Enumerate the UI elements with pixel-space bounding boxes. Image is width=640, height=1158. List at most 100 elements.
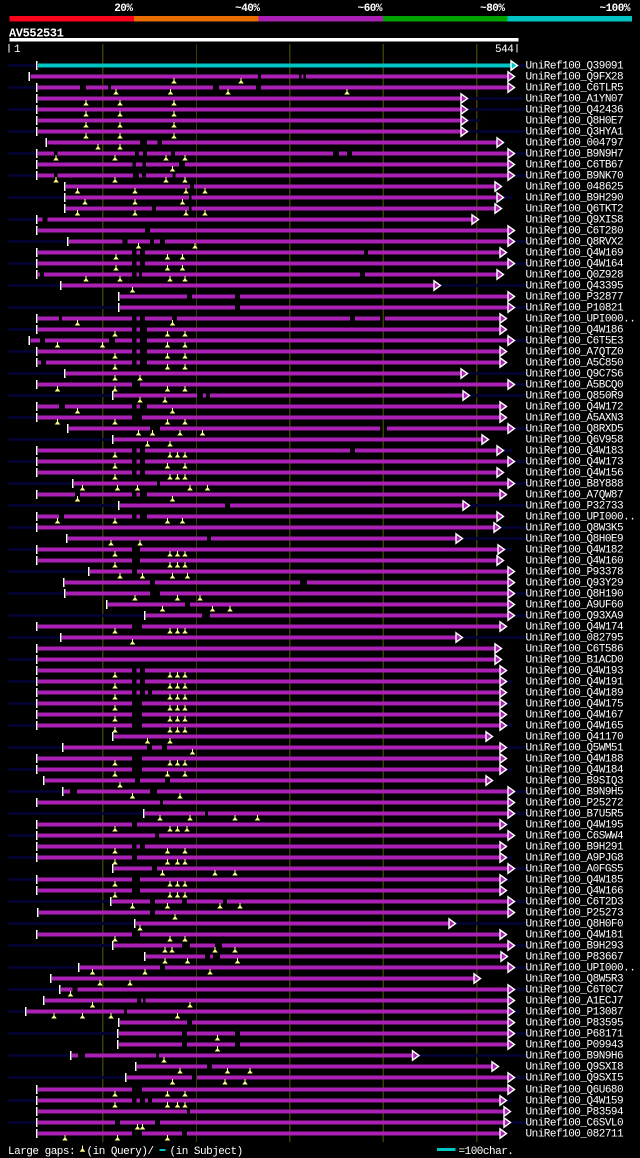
svg-text:UniRef100_A5C850: UniRef100_A5C850 [526,358,624,370]
svg-text:UniRef100_P25273: UniRef100_P25273 [526,908,624,920]
svg-text:UniRef100_Q4W166: UniRef100_Q4W166 [526,886,624,898]
svg-text:UniRef100_P83667: UniRef100_P83667 [526,952,624,964]
svg-text:UniRef100_Q4W175: UniRef100_Q4W175 [526,699,624,711]
svg-text:UniRef100_A5AXN3: UniRef100_A5AXN3 [526,413,624,425]
svg-text:UniRef100_Q4W188: UniRef100_Q4W188 [526,754,624,766]
svg-text:UniRef100_Q8W5R3: UniRef100_Q8W5R3 [526,974,624,986]
svg-text:UniRef100_UPI000..: UniRef100_UPI000.. [526,512,636,524]
svg-text:UniRef100_Q42436: UniRef100_Q42436 [526,105,624,117]
svg-text:UniRef100_Q9SXI8: UniRef100_Q9SXI8 [526,1062,624,1074]
svg-text:UniRef100_Q39091: UniRef100_Q39091 [526,61,625,73]
svg-text:UniRef100_Q6V958: UniRef100_Q6V958 [526,435,624,447]
svg-text:UniRef100_Q9FX28: UniRef100_Q9FX28 [526,72,624,84]
svg-text:UniRef100_Q6TKT2: UniRef100_Q6TKT2 [526,204,624,216]
svg-text:UniRef100_P13087: UniRef100_P13087 [526,1007,624,1019]
svg-text:UniRef100_Q93XA9: UniRef100_Q93XA9 [526,611,624,623]
svg-text:UniRef100_Q8H190: UniRef100_Q8H190 [526,589,624,601]
svg-text:UniRef100_Q8H0F0: UniRef100_Q8H0F0 [526,919,624,931]
svg-text:UniRef100_A1YN07: UniRef100_A1YN07 [526,94,624,106]
svg-text:UniRef100_Q4W189: UniRef100_Q4W189 [526,688,624,700]
svg-text:UniRef100_C6T0C7: UniRef100_C6T0C7 [526,985,624,997]
svg-text:UniRef100_C6TLR5: UniRef100_C6TLR5 [526,83,624,95]
svg-text:UniRef100_Q4W159: UniRef100_Q4W159 [526,1096,624,1108]
svg-text:1: 1 [14,44,21,56]
svg-text:UniRef100_Q8W3K5: UniRef100_Q8W3K5 [526,523,624,535]
svg-text:UniRef100_Q9SXI5: UniRef100_Q9SXI5 [526,1073,624,1085]
svg-text:UniRef100_B9H291: UniRef100_B9H291 [526,842,625,854]
svg-text:UniRef100_Q4W183: UniRef100_Q4W183 [526,446,624,458]
svg-text:UniRef100_Q4W160: UniRef100_Q4W160 [526,556,624,568]
svg-text:UniRef100_Q9XIS8: UniRef100_Q9XIS8 [526,215,624,227]
svg-text:UniRef100_C6T586: UniRef100_C6T586 [526,644,624,656]
svg-text:UniRef100_UPI000..: UniRef100_UPI000.. [526,314,636,326]
svg-text:UniRef100_P32733: UniRef100_P32733 [526,501,624,513]
svg-text:UniRef100_Q4W193: UniRef100_Q4W193 [526,666,624,678]
svg-text:UniRef100_C6TB67: UniRef100_C6TB67 [526,160,624,172]
svg-text:UniRef100_Q4W173: UniRef100_Q4W173 [526,457,624,469]
svg-text:UniRef100_004797: UniRef100_004797 [526,138,624,150]
svg-text:UniRef100_A7QW87: UniRef100_A7QW87 [526,490,624,502]
svg-text:UniRef100_P09943: UniRef100_P09943 [526,1040,624,1052]
svg-text:UniRef100_Q9C7S6: UniRef100_Q9C7S6 [526,369,624,381]
svg-text:UniRef100_B9H293: UniRef100_B9H293 [526,941,624,953]
svg-text:UniRef100_B8Y888: UniRef100_B8Y888 [526,479,624,491]
svg-text:UniRef100_Q850R9: UniRef100_Q850R9 [526,391,624,403]
svg-text:(in Subject): (in Subject) [170,1146,243,1158]
svg-text:UniRef100_Q4W169: UniRef100_Q4W169 [526,248,624,260]
svg-text:UniRef100_Q41170: UniRef100_Q41170 [526,732,624,744]
svg-text:UniRef100_B9H290: UniRef100_B9H290 [526,193,624,205]
svg-text:UniRef100_Q5WM51: UniRef100_Q5WM51 [526,743,625,755]
svg-text:UniRef100_B1ACD0: UniRef100_B1ACD0 [526,655,624,667]
svg-text:UniRef100_P83595: UniRef100_P83595 [526,1018,624,1030]
svg-text:UniRef100_P10821: UniRef100_P10821 [526,303,625,315]
svg-text:~80%: ~80% [480,3,505,15]
svg-text:UniRef100_C6T5E3: UniRef100_C6T5E3 [526,336,624,348]
svg-text:UniRef100_A1ECJ7: UniRef100_A1ECJ7 [526,996,624,1008]
svg-text:UniRef100_B7U5R5: UniRef100_B7U5R5 [526,809,624,821]
svg-text:UniRef100_Q6U680: UniRef100_Q6U680 [526,1085,624,1097]
svg-text:UniRef100_Q4W164: UniRef100_Q4W164 [526,259,625,271]
svg-text:UniRef100_Q4W191: UniRef100_Q4W191 [526,677,625,689]
svg-text:UniRef100_C6SVL0: UniRef100_C6SVL0 [526,1118,624,1130]
svg-text:UniRef100_082711: UniRef100_082711 [526,1129,625,1141]
svg-text:UniRef100_Q8H0E9: UniRef100_Q8H0E9 [526,534,624,546]
svg-text:544: 544 [495,44,514,56]
svg-text:UniRef100_Q4W172: UniRef100_Q4W172 [526,402,624,414]
svg-text:UniRef100_C6T2D3: UniRef100_C6T2D3 [526,897,624,909]
svg-text:UniRef100_A5BCQ0: UniRef100_A5BCQ0 [526,380,624,392]
svg-text:20%: 20% [114,3,133,15]
svg-text:UniRef100_Q4W165: UniRef100_Q4W165 [526,721,624,733]
svg-text:UniRef100_Q3HYA1: UniRef100_Q3HYA1 [526,127,625,139]
svg-text:UniRef100_B9N9H5: UniRef100_B9N9H5 [526,787,624,799]
svg-text:UniRef100_Q4W174: UniRef100_Q4W174 [526,622,625,634]
svg-text:~40%: ~40% [235,3,260,15]
svg-text:UniRef100_P93378: UniRef100_P93378 [526,567,624,579]
svg-text:UniRef100_Q43395: UniRef100_Q43395 [526,281,624,293]
svg-text:UniRef100_Q8H0E7: UniRef100_Q8H0E7 [526,116,624,128]
svg-text:UniRef100_Q8RXD5: UniRef100_Q8RXD5 [526,424,624,436]
svg-text:UniRef100_B9NK70: UniRef100_B9NK70 [526,171,624,183]
svg-text:UniRef100_Q4W186: UniRef100_Q4W186 [526,325,624,337]
svg-text:UniRef100_C6T280: UniRef100_C6T280 [526,226,624,238]
svg-text:UniRef100_P25272: UniRef100_P25272 [526,798,624,810]
svg-text:UniRef100_Q0Z928: UniRef100_Q0Z928 [526,270,624,282]
svg-text:UniRef100_Q93Y29: UniRef100_Q93Y29 [526,578,624,590]
svg-text:UniRef100_P83594: UniRef100_P83594 [526,1107,625,1119]
svg-text:UniRef100_Q8RVX2: UniRef100_Q8RVX2 [526,237,624,249]
svg-text:UniRef100_Q4W156: UniRef100_Q4W156 [526,468,624,480]
svg-text:UniRef100_P32877: UniRef100_P32877 [526,292,624,304]
svg-text:UniRef100_Q4W167: UniRef100_Q4W167 [526,710,624,722]
svg-text:UniRef100_B9SIQ3: UniRef100_B9SIQ3 [526,776,624,788]
svg-text:UniRef100_A9UF60: UniRef100_A9UF60 [526,600,624,612]
svg-text:~100%: ~100% [599,3,630,15]
svg-text:UniRef100_Q4W182: UniRef100_Q4W182 [526,545,624,557]
svg-text:UniRef100_P68171: UniRef100_P68171 [526,1029,625,1041]
svg-text:UniRef100_A0FGS5: UniRef100_A0FGS5 [526,864,624,876]
svg-text:UniRef100_Q4W195: UniRef100_Q4W195 [526,820,624,832]
svg-text:(in Query)/: (in Query)/ [87,1146,154,1158]
svg-text:UniRef100_048625: UniRef100_048625 [526,182,624,194]
svg-text:~60%: ~60% [358,3,383,15]
svg-text:UniRef100_A7QTZ0: UniRef100_A7QTZ0 [526,347,624,359]
svg-text:Large gaps:: Large gaps: [8,1146,75,1158]
svg-text:=100char.: =100char. [459,1146,514,1158]
